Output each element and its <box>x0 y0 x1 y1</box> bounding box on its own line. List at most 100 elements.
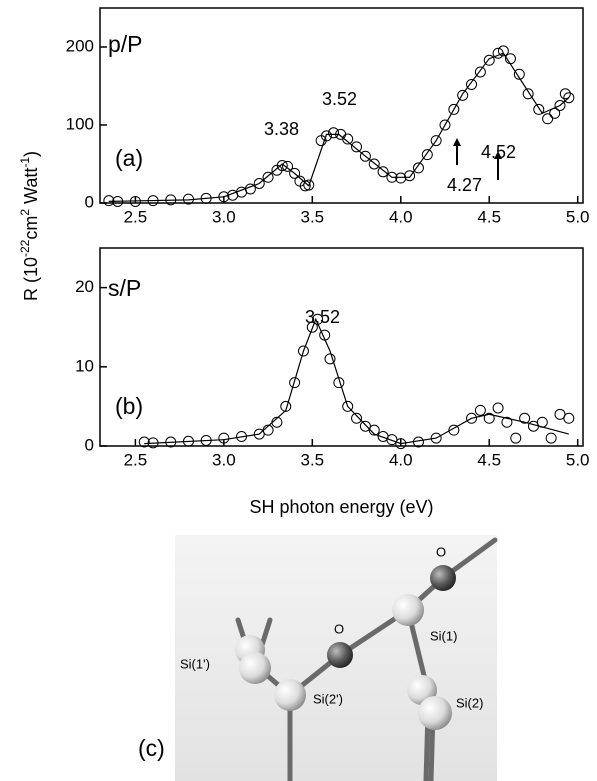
data-point <box>359 420 371 432</box>
data-point <box>386 434 398 446</box>
plot-frame <box>99 7 584 204</box>
data-point <box>282 160 294 172</box>
x-tick-label: 5.0 <box>566 450 590 469</box>
plot-frame <box>99 247 584 447</box>
x-tick-label: 3.5 <box>300 450 324 469</box>
data-point <box>466 412 478 424</box>
data-point <box>519 412 531 424</box>
x-tick-label: 3.0 <box>212 450 236 469</box>
x-axis-label: SH photon energy (eV) <box>249 497 433 517</box>
y-axis-label-part: -1 <box>18 157 32 168</box>
data-point <box>430 135 442 147</box>
data-point <box>276 160 288 172</box>
peak-label: 3.52 <box>322 89 357 109</box>
mode-label: p/P <box>108 31 143 57</box>
panel-label: (c) <box>138 735 165 761</box>
peak-label: 3.52 <box>305 307 340 327</box>
data-point <box>299 180 311 192</box>
data-point <box>563 412 575 424</box>
data-point <box>377 166 389 178</box>
atom <box>430 565 456 591</box>
atom <box>239 652 271 684</box>
data-point <box>368 158 380 170</box>
panel-label: (b) <box>115 393 143 419</box>
data-point <box>262 171 274 183</box>
y-axis-label-part: Watt <box>21 168 41 209</box>
fit-line <box>144 317 569 445</box>
atom-label: Si(1) <box>430 628 457 643</box>
atom <box>274 679 306 711</box>
panel-label: (a) <box>115 145 143 171</box>
x-tick-label: 5.0 <box>566 207 590 226</box>
data-point <box>466 78 478 90</box>
atom <box>392 594 424 626</box>
data-point <box>457 89 469 101</box>
data-point <box>280 400 292 412</box>
atom <box>418 696 452 730</box>
y-axis-label-part: 2 <box>18 209 32 216</box>
peak-label: 3.38 <box>264 119 299 139</box>
arrow-head <box>453 138 461 146</box>
data-point <box>342 400 354 412</box>
data-point <box>351 141 363 153</box>
y-axis-label: R (10-22cm2 Watt-1) <box>18 151 41 301</box>
fit-line <box>108 52 570 202</box>
x-tick-label: 2.5 <box>124 450 148 469</box>
y-axis-label-part: -22 <box>18 239 32 257</box>
x-tick-label: 4.0 <box>389 450 413 469</box>
x-tick-label: 3.5 <box>300 207 324 226</box>
data-point <box>395 438 407 450</box>
y-axis-label-part: cm <box>21 216 41 240</box>
atom <box>327 642 353 668</box>
y-tick-label: 0 <box>85 435 94 454</box>
data-point <box>474 404 486 416</box>
atom-label: O <box>334 621 344 636</box>
data-point <box>253 178 265 189</box>
y-tick-label: 100 <box>66 114 94 133</box>
data-point <box>103 195 115 207</box>
atom-label: Si(2') <box>313 691 343 706</box>
data-point <box>497 45 509 57</box>
atom-label: Si(2) <box>456 695 483 710</box>
data-point <box>545 432 557 444</box>
data-point <box>510 432 522 444</box>
data-point <box>483 54 495 66</box>
x-tick-label: 4.5 <box>477 207 501 226</box>
data-point <box>138 436 150 448</box>
data-point <box>404 170 416 182</box>
data-point <box>351 412 363 424</box>
data-point <box>448 424 460 436</box>
data-point <box>554 408 566 420</box>
data-point <box>563 92 575 104</box>
atom-label: Si(1') <box>180 656 210 671</box>
data-point <box>474 66 486 78</box>
data-point <box>448 103 460 115</box>
peak-label: 4.52 <box>481 142 516 162</box>
data-point <box>368 424 380 436</box>
data-point <box>306 321 318 333</box>
y-tick-label: 0 <box>85 192 94 211</box>
data-point <box>559 88 571 100</box>
data-point <box>320 130 332 142</box>
data-point <box>513 68 525 80</box>
x-tick-label: 3.0 <box>212 207 236 226</box>
data-point <box>483 412 495 424</box>
data-point <box>289 167 301 179</box>
y-tick-label: 20 <box>75 277 94 296</box>
data-point <box>342 133 354 145</box>
x-tick-label: 4.0 <box>389 207 413 226</box>
data-point <box>253 428 265 440</box>
data-point <box>328 127 340 139</box>
data-point <box>554 100 566 111</box>
x-tick-label: 4.5 <box>477 450 501 469</box>
data-point <box>439 119 451 131</box>
data-point <box>297 345 309 357</box>
peak-label: 4.27 <box>447 175 482 195</box>
y-axis-label-part: ) <box>21 151 41 157</box>
x-tick-label: 2.5 <box>124 207 148 226</box>
structure-diagram: O Si(1) O Si(2') Si(1') Si(2) <box>175 535 498 781</box>
data-point <box>395 172 407 184</box>
data-point <box>421 149 433 161</box>
